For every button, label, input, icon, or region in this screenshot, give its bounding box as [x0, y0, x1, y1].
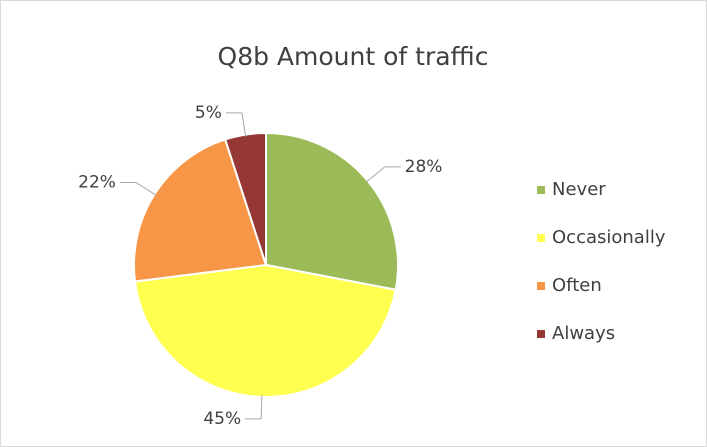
chart-title: Q8b Amount of traffic: [218, 42, 489, 71]
legend-marker: [537, 330, 545, 338]
leader-line: [365, 166, 401, 183]
data-label: 22%: [78, 172, 116, 192]
data-label: 5%: [195, 103, 222, 123]
leader-line: [245, 394, 263, 420]
legend-marker: [537, 186, 545, 194]
legend-label: Occasionally: [552, 227, 666, 248]
data-label: 45%: [203, 409, 241, 429]
legend-marker: [537, 234, 545, 242]
leader-line: [225, 112, 247, 137]
legend-label: Never: [552, 179, 606, 200]
legend-marker: [537, 282, 545, 290]
legend-label: Always: [552, 323, 615, 344]
legend-label: Often: [552, 275, 602, 296]
data-label: 28%: [405, 157, 443, 177]
leader-line: [119, 181, 157, 196]
